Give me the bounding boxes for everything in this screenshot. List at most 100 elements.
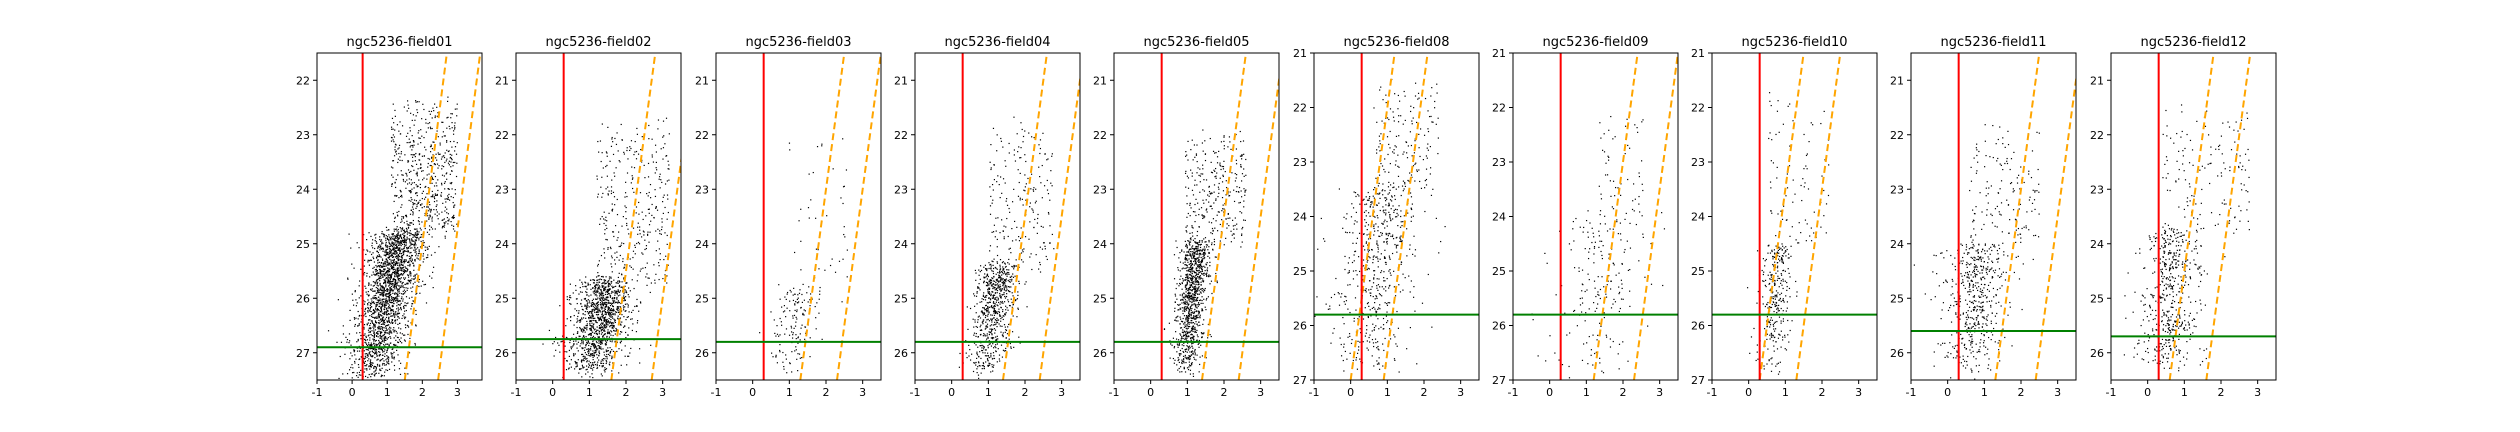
data-point bbox=[393, 220, 395, 223]
data-point bbox=[383, 263, 386, 265]
data-point bbox=[392, 286, 394, 288]
data-point bbox=[654, 195, 657, 198]
data-point bbox=[353, 317, 355, 319]
data-point bbox=[380, 270, 382, 272]
data-point bbox=[999, 276, 1001, 278]
data-point bbox=[394, 216, 396, 218]
data-point bbox=[615, 167, 617, 169]
data-point bbox=[576, 347, 578, 349]
data-point bbox=[616, 350, 618, 353]
data-point bbox=[395, 269, 397, 271]
data-point bbox=[608, 190, 610, 192]
data-point bbox=[403, 247, 405, 249]
data-point bbox=[610, 282, 612, 284]
data-point bbox=[594, 346, 596, 348]
data-point bbox=[452, 165, 454, 167]
data-point bbox=[388, 247, 391, 250]
data-point bbox=[606, 332, 609, 334]
data-point bbox=[378, 268, 381, 271]
data-point bbox=[364, 333, 366, 335]
data-point bbox=[416, 233, 418, 235]
data-point bbox=[601, 300, 603, 302]
data-point bbox=[988, 301, 991, 303]
data-point bbox=[988, 297, 990, 299]
data-point bbox=[992, 343, 994, 345]
data-point bbox=[372, 338, 374, 340]
data-point bbox=[438, 213, 440, 215]
data-point bbox=[384, 371, 386, 373]
data-point bbox=[396, 275, 398, 278]
data-point bbox=[373, 316, 375, 319]
data-point bbox=[433, 185, 436, 187]
data-point bbox=[382, 259, 384, 261]
data-point bbox=[580, 317, 583, 319]
data-point bbox=[382, 322, 384, 324]
data-point bbox=[610, 255, 613, 257]
data-point bbox=[403, 243, 406, 246]
data-point bbox=[364, 259, 366, 261]
data-point bbox=[986, 325, 988, 327]
data-point bbox=[661, 221, 663, 223]
data-point bbox=[798, 353, 801, 355]
data-point bbox=[379, 369, 381, 371]
data-point bbox=[999, 280, 1001, 282]
data-point bbox=[599, 340, 601, 342]
data-point bbox=[989, 306, 991, 308]
data-point bbox=[435, 209, 438, 211]
data-point bbox=[354, 362, 356, 364]
data-point bbox=[634, 253, 636, 255]
data-point bbox=[592, 291, 594, 293]
data-point bbox=[605, 304, 607, 306]
data-point bbox=[986, 294, 988, 297]
data-point bbox=[421, 118, 423, 120]
data-point bbox=[606, 152, 608, 154]
data-point bbox=[375, 271, 377, 273]
data-point bbox=[451, 159, 453, 161]
data-point bbox=[375, 294, 377, 297]
data-point bbox=[590, 327, 592, 329]
data-point bbox=[450, 221, 452, 223]
data-point bbox=[785, 298, 787, 301]
data-point bbox=[377, 343, 380, 345]
data-point bbox=[364, 353, 366, 355]
data-point bbox=[594, 285, 596, 287]
data-point bbox=[397, 303, 399, 306]
data-point bbox=[395, 235, 397, 237]
data-point bbox=[636, 242, 638, 245]
data-point bbox=[354, 325, 356, 327]
data-point bbox=[409, 271, 411, 273]
data-point bbox=[791, 337, 794, 339]
data-point bbox=[391, 315, 393, 317]
data-point bbox=[408, 178, 410, 180]
data-point bbox=[374, 281, 376, 283]
data-point bbox=[594, 337, 596, 339]
data-point bbox=[606, 323, 608, 326]
data-point bbox=[382, 312, 384, 315]
data-point bbox=[662, 120, 665, 122]
data-point bbox=[601, 342, 603, 344]
data-point bbox=[398, 265, 400, 267]
data-point bbox=[383, 375, 385, 377]
data-point bbox=[386, 274, 388, 276]
data-point bbox=[399, 251, 401, 253]
data-point bbox=[398, 288, 401, 290]
data-point bbox=[432, 194, 434, 196]
data-point bbox=[832, 168, 834, 170]
data-point bbox=[430, 226, 433, 228]
data-point bbox=[456, 142, 458, 144]
data-point bbox=[807, 207, 810, 209]
data-point bbox=[601, 313, 603, 316]
data-point bbox=[617, 276, 619, 279]
data-point bbox=[441, 136, 443, 138]
data-point bbox=[598, 333, 600, 335]
data-point bbox=[603, 279, 605, 281]
data-point bbox=[602, 299, 604, 301]
data-point bbox=[552, 343, 554, 345]
data-point bbox=[608, 331, 610, 333]
data-point bbox=[443, 222, 445, 224]
data-point bbox=[586, 348, 588, 351]
data-point bbox=[430, 254, 433, 256]
data-point bbox=[391, 357, 393, 359]
data-point bbox=[597, 301, 600, 303]
data-point bbox=[583, 326, 585, 328]
